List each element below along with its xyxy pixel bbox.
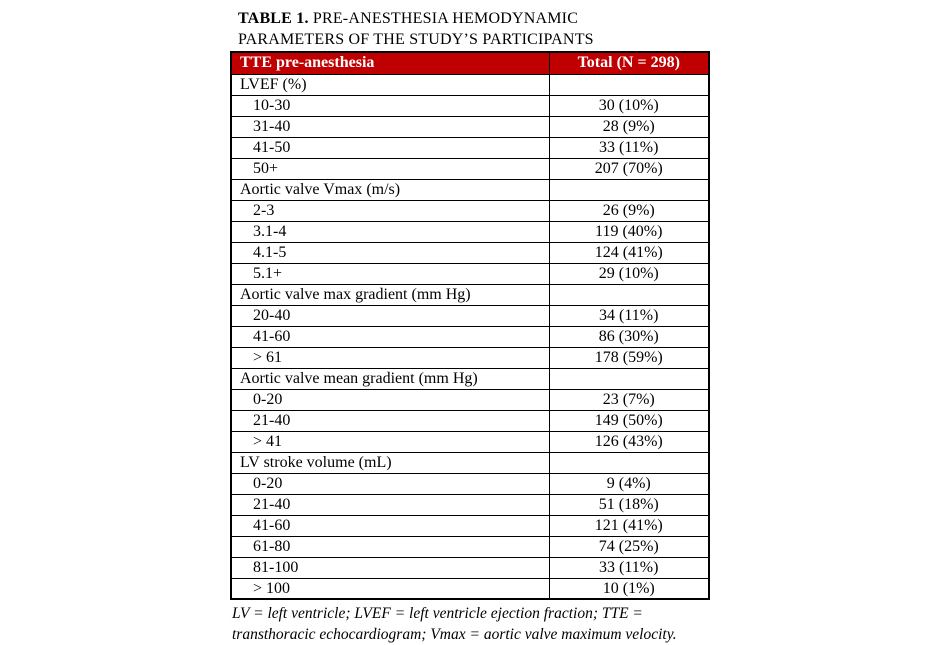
- row-parameter-cell: 50+: [230, 157, 550, 180]
- row-total-cell: 121 (41%): [548, 514, 710, 537]
- row-parameter-cell: 10-30: [230, 94, 550, 117]
- table-footnote: LV = left ventricle; LVEF = left ventric…: [230, 603, 708, 645]
- table-number-label: TABLE 1.: [238, 10, 309, 27]
- row-parameter-cell: LV stroke volume (mL): [230, 451, 550, 474]
- table-row: 0-20 23 (7%): [230, 388, 710, 411]
- table-row: 41-50 33 (11%): [230, 136, 710, 159]
- table-row: Aortic valve mean gradient (mm Hg): [230, 367, 710, 390]
- table-row: 20-40 34 (11%): [230, 304, 710, 327]
- table-row: 3.1-4 119 (40%): [230, 220, 710, 243]
- table-row: 41-60 121 (41%): [230, 514, 710, 537]
- row-total-cell: 149 (50%): [548, 409, 710, 432]
- row-total-cell: 10 (1%): [548, 577, 710, 600]
- row-total-cell: [548, 367, 710, 390]
- table-row: > 61 178 (59%): [230, 346, 710, 369]
- row-total-cell: 23 (7%): [548, 388, 710, 411]
- row-parameter-cell: 41-60: [230, 325, 550, 348]
- footnote-line-2: transthoracic echocardiogram; Vmax = aor…: [232, 626, 677, 643]
- table-row: 21-40 149 (50%): [230, 409, 710, 432]
- row-parameter-cell: 21-40: [230, 409, 550, 432]
- row-parameter-cell: 41-60: [230, 514, 550, 537]
- table-row: Aortic valve Vmax (m/s): [230, 178, 710, 201]
- header-cell-parameter: TTE pre-anesthesia: [230, 51, 550, 75]
- table-block: TABLE 1. PRE-ANESTHESIA HEMODYNAMIC PARA…: [230, 8, 710, 645]
- row-parameter-cell: 21-40: [230, 493, 550, 516]
- row-parameter-cell: > 100: [230, 577, 550, 600]
- row-parameter-cell: 0-20: [230, 472, 550, 495]
- table-row: 21-40 51 (18%): [230, 493, 710, 516]
- row-total-cell: 86 (30%): [548, 325, 710, 348]
- row-parameter-cell: LVEF (%): [230, 73, 550, 96]
- row-total-cell: 119 (40%): [548, 220, 710, 243]
- table-header-row: TTE pre-anesthesia Total (N = 298): [230, 51, 710, 75]
- row-total-cell: 126 (43%): [548, 430, 710, 453]
- table-row: 0-20 9 (4%): [230, 472, 710, 495]
- table-head: TTE pre-anesthesia Total (N = 298): [230, 51, 710, 75]
- row-parameter-cell: 61-80: [230, 535, 550, 558]
- row-total-cell: 207 (70%): [548, 157, 710, 180]
- row-parameter-cell: Aortic valve max gradient (mm Hg): [230, 283, 550, 306]
- table-row: > 100 10 (1%): [230, 577, 710, 600]
- table-row: Aortic valve max gradient (mm Hg): [230, 283, 710, 306]
- table-title: TABLE 1. PRE-ANESTHESIA HEMODYNAMIC PARA…: [230, 8, 708, 50]
- row-parameter-cell: 4.1-5: [230, 241, 550, 264]
- table-row: 4.1-5 124 (41%): [230, 241, 710, 264]
- hemodynamic-parameters-table: TTE pre-anesthesia Total (N = 298) LVEF …: [230, 51, 710, 600]
- row-parameter-cell: 3.1-4: [230, 220, 550, 243]
- table-row: LVEF (%): [230, 73, 710, 96]
- row-total-cell: [548, 451, 710, 474]
- table-row: > 41 126 (43%): [230, 430, 710, 453]
- row-total-cell: 34 (11%): [548, 304, 710, 327]
- row-parameter-cell: 5.1+: [230, 262, 550, 285]
- table-row: 5.1+ 29 (10%): [230, 262, 710, 285]
- table-row: 81-100 33 (11%): [230, 556, 710, 579]
- row-parameter-cell: 20-40: [230, 304, 550, 327]
- row-total-cell: 28 (9%): [548, 115, 710, 138]
- table-row: 10-30 30 (10%): [230, 94, 710, 117]
- row-parameter-cell: 41-50: [230, 136, 550, 159]
- row-total-cell: 26 (9%): [548, 199, 710, 222]
- row-total-cell: 178 (59%): [548, 346, 710, 369]
- row-total-cell: 30 (10%): [548, 94, 710, 117]
- row-total-cell: [548, 283, 710, 306]
- title-line1-text: PRE-ANESTHESIA HEMODYNAMIC: [312, 10, 579, 27]
- table-row: 31-40 28 (9%): [230, 115, 710, 138]
- row-total-cell: [548, 178, 710, 201]
- table-body: LVEF (%) 10-30 30 (10%) 31-40 28 (9%) 41…: [230, 73, 710, 600]
- row-total-cell: 29 (10%): [548, 262, 710, 285]
- row-parameter-cell: Aortic valve Vmax (m/s): [230, 178, 550, 201]
- row-parameter-cell: 81-100: [230, 556, 550, 579]
- row-parameter-cell: > 41: [230, 430, 550, 453]
- table-row: 2-3 26 (9%): [230, 199, 710, 222]
- row-total-cell: 33 (11%): [548, 136, 710, 159]
- row-total-cell: 33 (11%): [548, 556, 710, 579]
- row-parameter-cell: 31-40: [230, 115, 550, 138]
- table-row: 41-60 86 (30%): [230, 325, 710, 348]
- footnote-line-1: LV = left ventricle; LVEF = left ventric…: [232, 605, 643, 622]
- table-row: LV stroke volume (mL): [230, 451, 710, 474]
- title-line-2: PARAMETERS OF THE STUDY’S PARTICIPANTS: [238, 31, 594, 48]
- row-parameter-cell: > 61: [230, 346, 550, 369]
- row-total-cell: 51 (18%): [548, 493, 710, 516]
- title-line-1: TABLE 1. PRE-ANESTHESIA HEMODYNAMIC: [238, 8, 708, 29]
- row-parameter-cell: Aortic valve mean gradient (mm Hg): [230, 367, 550, 390]
- table-row: 50+ 207 (70%): [230, 157, 710, 180]
- row-parameter-cell: 2-3: [230, 199, 550, 222]
- row-total-cell: 74 (25%): [548, 535, 710, 558]
- table-row: 61-80 74 (25%): [230, 535, 710, 558]
- row-parameter-cell: 0-20: [230, 388, 550, 411]
- row-total-cell: [548, 73, 710, 96]
- header-cell-total: Total (N = 298): [548, 51, 710, 75]
- row-total-cell: 124 (41%): [548, 241, 710, 264]
- row-total-cell: 9 (4%): [548, 472, 710, 495]
